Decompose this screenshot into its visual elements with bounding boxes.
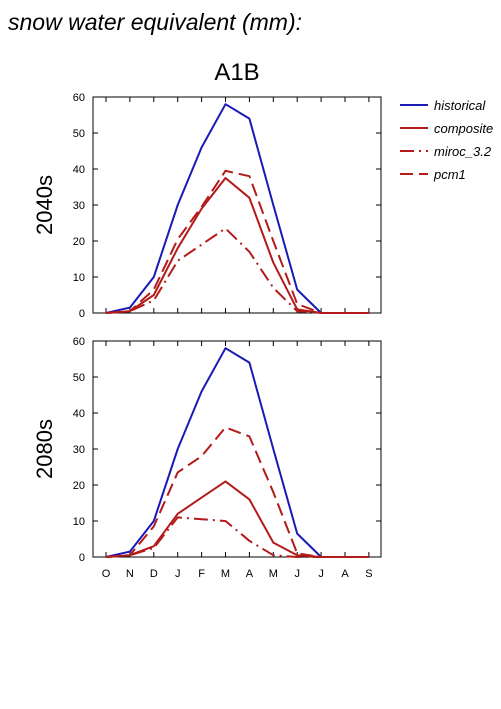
x-tick-label: J — [294, 568, 300, 580]
x-tick-label: A — [341, 568, 349, 580]
x-tick-label: S — [365, 568, 372, 580]
series-line-composite — [105, 177, 369, 314]
plot-frame — [92, 96, 382, 314]
y-tick-label: 10 — [73, 516, 85, 528]
y-tick-label: 20 — [73, 480, 85, 492]
y-tick-label: 40 — [73, 408, 85, 420]
y-tick-label: 30 — [73, 200, 85, 212]
panel-label: 2040s — [32, 175, 57, 235]
y-tick-label: 60 — [73, 336, 85, 348]
legend-label: miroc_3.2 — [434, 144, 492, 159]
series-line-historical — [105, 103, 369, 314]
y-tick-label: 10 — [73, 272, 85, 284]
y-tick-label: 0 — [79, 308, 85, 320]
legend-item: historical — [400, 98, 486, 113]
y-tick-label: 50 — [73, 128, 85, 140]
legend-label: composite — [434, 121, 493, 136]
series-line-composite — [105, 480, 369, 558]
legend-item: pcm1 — [400, 167, 466, 182]
scenario-title: A1B — [214, 59, 259, 86]
y-tick-label: 50 — [73, 372, 85, 384]
x-tick-label: M — [269, 568, 278, 580]
y-tick-label: 60 — [73, 92, 85, 104]
y-tick-label: 0 — [79, 552, 85, 564]
chart-panels: 0 10 20 30 40 50 60 2040s 0 10 20 30 40 50 60 O N D J F M A M J… — [32, 92, 382, 580]
legend-label: pcm1 — [433, 167, 466, 182]
legend-label: historical — [434, 98, 486, 113]
x-tick-label: A — [246, 568, 254, 580]
x-tick-label: D — [150, 568, 158, 580]
series-line-historical — [105, 347, 369, 558]
y-tick-label: 20 — [73, 236, 85, 248]
panel-label: 2080s — [32, 419, 57, 479]
panel-2080s: 0 10 20 30 40 50 60 O N D J F M A M J J A S 2080s — [32, 336, 382, 580]
x-tick-label: M — [221, 568, 230, 580]
x-tick-label: N — [126, 568, 134, 580]
series-line-pcm1 — [105, 169, 369, 314]
y-tick-label: 30 — [73, 444, 85, 456]
series-line-pcm1 — [105, 426, 369, 558]
legend-item: miroc_3.2 — [400, 144, 492, 159]
panel-2040s: 0 10 20 30 40 50 60 2040s — [32, 92, 382, 320]
x-tick-label: J — [175, 568, 181, 580]
legend-item: composite — [400, 121, 493, 136]
chart-legend: historical composite miroc_3.2 pcm1 — [400, 98, 493, 182]
plot-frame — [92, 340, 382, 558]
page-title: snow water equivalent (mm): — [8, 9, 302, 35]
x-tick-label: J — [318, 568, 324, 580]
x-tick-label: O — [102, 568, 111, 580]
x-tick-label: F — [198, 568, 205, 580]
y-tick-label: 40 — [73, 164, 85, 176]
